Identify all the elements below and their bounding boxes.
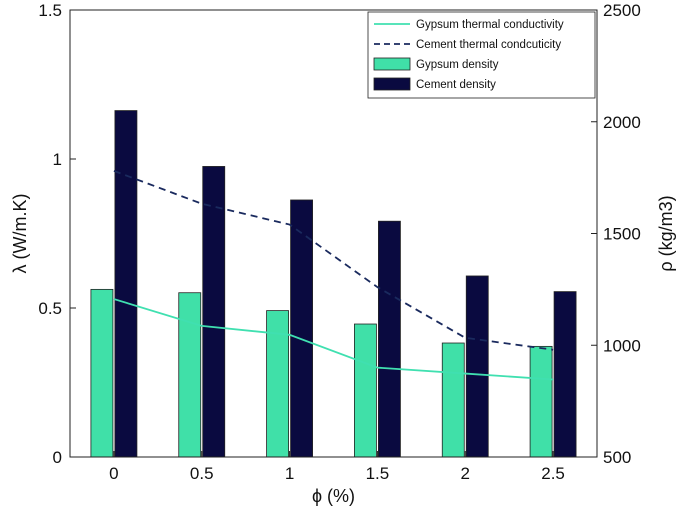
x-tick-label-5: 2.5: [541, 464, 565, 483]
bar-gypsum-density-4: [441, 342, 465, 458]
legend-label-3: Cement density: [416, 79, 496, 91]
bar-gypsum-density-0: [90, 288, 114, 458]
x-axis-label: ϕ (%): [312, 486, 355, 506]
bar-cement-density-1: [202, 166, 226, 458]
y-right-tick-label-2: 1500: [603, 225, 641, 244]
y-axis-right-label: ρ (kg/m3): [656, 195, 676, 271]
legend-swatch-3: [373, 77, 411, 91]
bar-cement-density-4: [465, 275, 489, 458]
x-tick-label-3: 1.5: [366, 464, 390, 483]
y-left-tick-label-2: 1: [53, 150, 62, 169]
bar-cement-density-5: [553, 291, 577, 458]
y-right-tick-label-4: 2500: [603, 1, 641, 20]
x-tick-label-2: 1: [285, 464, 294, 483]
line-cement-thermal-conductivity: [113, 170, 554, 351]
ticks-layer: 0 0.5 1 1.5 2 2.5 0 0.5 1 1.5 500 1000 1500 2000 2500: [38, 1, 640, 483]
y-right-tick-label-3: 2000: [603, 113, 641, 132]
legend: Gypsum thermal conductivity Cement therma…: [367, 11, 596, 99]
x-tick-label-0: 0: [109, 464, 118, 483]
y-left-tick-label-0: 0: [53, 448, 62, 467]
bar-gypsum-density-5: [529, 345, 553, 458]
x-tick-label-1: 0.5: [190, 464, 214, 483]
bar-gypsum-density-1: [178, 292, 202, 458]
bars-layer: [90, 110, 577, 458]
y-left-tick-label-3: 1.5: [38, 1, 62, 20]
y-right-tick-label-0: 500: [603, 448, 631, 467]
y-left-tick-label-1: 0.5: [38, 299, 62, 318]
y-right-tick-label-1: 1000: [603, 336, 641, 355]
legend-label-0: Gypsum thermal conductivity: [416, 19, 564, 31]
x-tick-label-4: 2: [461, 464, 470, 483]
lines-layer: [113, 170, 554, 381]
legend-swatch-2: [373, 57, 411, 71]
line-gypsum-thermal-conductivity: [113, 298, 554, 381]
bar-gypsum-density-3: [354, 323, 377, 458]
y-axis-left-label: λ (W/m.K): [10, 194, 30, 274]
bar-cement-density-0: [114, 110, 138, 458]
legend-label-2: Gypsum density: [416, 59, 499, 71]
bar-cement-density-3: [378, 220, 401, 458]
legend-label-1: Cement thermal condcuticity: [416, 39, 561, 51]
